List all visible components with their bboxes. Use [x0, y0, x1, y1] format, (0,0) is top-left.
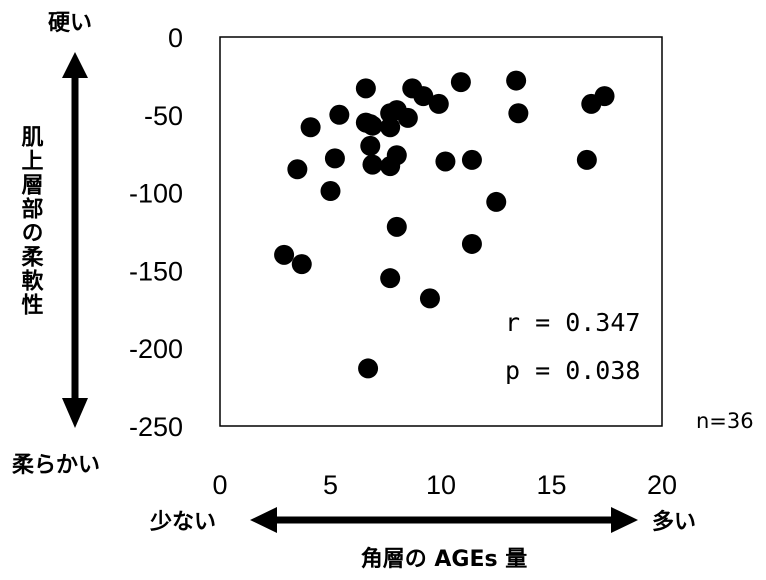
data-point — [506, 70, 527, 91]
y-tick-label: 0 — [168, 23, 183, 53]
y-axis-ticks: 0 -50 -100 -150 -200 -250 — [129, 23, 183, 442]
y-tick-label: -200 — [129, 334, 183, 364]
data-point — [380, 117, 401, 138]
data-point — [362, 154, 383, 175]
data-point — [360, 114, 381, 135]
x-arrow-head-right — [611, 507, 638, 533]
data-point — [397, 107, 418, 128]
x-arrow-right-label: 多い — [652, 509, 696, 535]
x-tick-label: 20 — [647, 470, 677, 500]
x-arrow-left-label: 少ない — [149, 510, 216, 535]
y-tick-label: -150 — [129, 256, 183, 286]
y-tick-label: -250 — [129, 412, 183, 442]
data-point — [380, 268, 401, 289]
data-point — [576, 149, 597, 170]
x-arrow-head-left — [250, 507, 277, 533]
data-point — [461, 233, 482, 254]
data-point — [419, 288, 440, 309]
data-point — [360, 135, 381, 156]
data-point — [386, 216, 407, 237]
data-point — [324, 148, 345, 169]
y-arrow-bottom-label: 柔らかい — [12, 453, 100, 478]
data-points — [274, 70, 615, 379]
data-point — [486, 191, 507, 212]
data-point — [413, 86, 434, 107]
y-axis-label: 肌上層部の柔軟性 — [18, 125, 44, 317]
data-point — [435, 151, 456, 172]
data-point — [450, 72, 471, 93]
data-point — [358, 358, 379, 379]
data-point — [287, 159, 308, 180]
data-point — [291, 254, 312, 275]
data-point — [594, 86, 615, 107]
y-arrow-head-up — [62, 52, 88, 78]
p-value: p = 0.038 — [505, 356, 640, 385]
y-arrow-head-down — [62, 398, 88, 428]
x-axis-ticks: 0 5 10 15 20 — [212, 470, 677, 500]
x-axis-label: 角層の AGEs 量 — [361, 546, 528, 572]
data-point — [428, 93, 449, 114]
data-point — [355, 78, 376, 99]
correlation-r: r = 0.347 — [505, 308, 640, 337]
x-tick-label: 10 — [426, 470, 456, 500]
data-point — [329, 104, 350, 125]
x-tick-label: 15 — [536, 470, 566, 500]
y-tick-label: -50 — [144, 101, 183, 131]
y-tick-label: -100 — [129, 179, 183, 209]
y-arrow-top-label: 硬い — [48, 11, 92, 36]
sample-size: n=36 — [696, 409, 754, 433]
data-point — [461, 149, 482, 170]
data-point — [320, 181, 341, 202]
x-tick-label: 0 — [212, 470, 227, 500]
x-tick-label: 5 — [323, 470, 338, 500]
data-point — [386, 145, 407, 166]
data-point — [508, 103, 529, 124]
data-point — [300, 117, 321, 138]
data-point — [274, 244, 295, 265]
